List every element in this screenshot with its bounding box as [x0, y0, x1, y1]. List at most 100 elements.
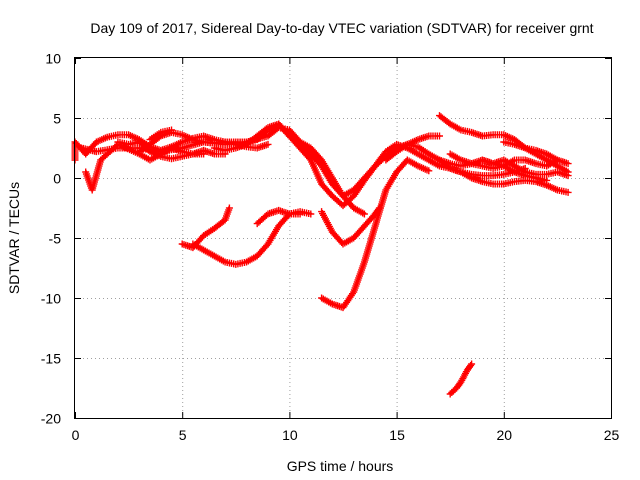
- data-point: [564, 160, 572, 168]
- data-point: [414, 162, 431, 174]
- series-arc-16: [436, 156, 572, 196]
- data-point: [339, 192, 356, 210]
- data-point: [146, 148, 163, 160]
- data-point: [168, 126, 175, 134]
- data-point: [382, 142, 399, 156]
- x-tick-label: 15: [389, 427, 405, 443]
- data-point: [425, 156, 442, 169]
- data-point: [92, 134, 109, 146]
- data-point: [553, 162, 570, 175]
- data-point: [253, 125, 270, 140]
- data-point: [371, 188, 389, 230]
- data-point: [360, 212, 378, 230]
- data-point: [168, 153, 184, 163]
- series-arc-10: [253, 206, 304, 228]
- y-tick-label: -15: [41, 351, 61, 367]
- data-point: [403, 156, 420, 169]
- data-point: [500, 178, 516, 188]
- y-axis-label: SDTVAR / TECUs: [6, 182, 22, 294]
- data-point: [436, 112, 453, 127]
- data-point: [425, 167, 433, 175]
- data-point: [350, 176, 367, 194]
- data-point: [146, 133, 163, 148]
- data-point: [97, 142, 120, 164]
- data-point: [446, 150, 463, 163]
- series-arc-4: [114, 138, 208, 163]
- data-point: [307, 156, 325, 186]
- data-point: [489, 171, 506, 180]
- y-tick-label: -10: [41, 291, 61, 307]
- data-point: [564, 188, 572, 196]
- series-arc-8: [178, 204, 233, 252]
- x-tick-label: 0: [72, 427, 80, 443]
- series-arc-6: [146, 126, 175, 144]
- data-point: [189, 240, 206, 253]
- data-point: [350, 204, 367, 217]
- data-point: [463, 362, 475, 374]
- data-point: [446, 120, 463, 133]
- data-point: [543, 169, 559, 178]
- data-point: [468, 360, 476, 368]
- data-point: [360, 164, 378, 182]
- data-point: [339, 235, 356, 248]
- data-point: [564, 172, 572, 180]
- y-tick-label: 5: [53, 111, 61, 127]
- data-point: [446, 386, 459, 398]
- series-arc-12: [318, 156, 433, 312]
- x-tick-label: 25: [604, 427, 620, 443]
- series-arc-7: [210, 120, 368, 218]
- data-point: [88, 158, 104, 194]
- data-point: [457, 168, 474, 181]
- data-point: [328, 174, 346, 198]
- data-point: [318, 294, 334, 307]
- data-point: [264, 140, 272, 148]
- data-point: [296, 208, 313, 217]
- data-point: [243, 133, 260, 148]
- data-point: [307, 210, 315, 218]
- data-point: [200, 246, 217, 259]
- data-point: [543, 150, 560, 163]
- data-point: [360, 210, 368, 218]
- data-point: [543, 181, 560, 193]
- data-point: [318, 208, 335, 234]
- data-point: [457, 368, 470, 386]
- y-tick-label: 10: [45, 51, 61, 67]
- data-point: [436, 132, 443, 140]
- x-tick-label: 20: [497, 427, 513, 443]
- data-point: [296, 138, 313, 151]
- series-arc-19: [446, 360, 476, 398]
- data-point: [500, 131, 517, 143]
- data-point: [382, 149, 399, 164]
- y-tick-label: 0: [53, 171, 61, 187]
- data-point: [414, 150, 431, 163]
- data-point: [436, 156, 453, 171]
- data-point: [339, 290, 356, 312]
- data-point: [318, 156, 335, 180]
- data-point: [382, 170, 399, 194]
- data-point: [296, 144, 313, 162]
- data-point: [393, 142, 409, 156]
- data-point: [253, 242, 271, 260]
- data-point: [125, 131, 141, 143]
- data-point: [84, 174, 93, 186]
- data-point: [210, 252, 227, 265]
- series-arc-18: [500, 138, 572, 168]
- data-point: [210, 217, 227, 232]
- data-point: [221, 145, 238, 154]
- data-point: [500, 156, 517, 169]
- data-point: [403, 136, 420, 148]
- plot-frame: [74, 57, 612, 419]
- series-arc-11: [318, 204, 383, 248]
- data-point: [360, 224, 379, 266]
- grid: [75, 58, 611, 418]
- series-arc-17: [478, 156, 572, 180]
- data-point: [307, 150, 324, 168]
- data-points: [71, 112, 572, 398]
- data-point: [264, 125, 281, 140]
- y-tick-label: -5: [49, 231, 62, 247]
- data-point: [371, 154, 388, 170]
- data-point: [253, 211, 270, 228]
- data-point: [146, 130, 163, 144]
- data-point: [264, 224, 282, 248]
